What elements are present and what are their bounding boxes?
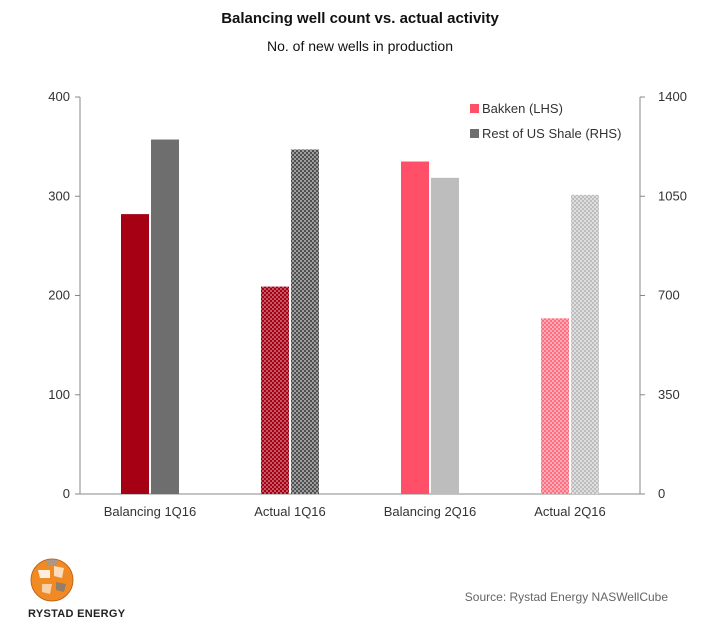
- y-tick-label-right: 1400: [658, 89, 687, 104]
- bars: [121, 139, 599, 495]
- legend: Bakken (LHS) Rest of US Shale (RHS): [470, 101, 621, 141]
- y-tick-label-left: 300: [48, 188, 70, 203]
- chart-title: Balancing well count vs. actual activity: [221, 10, 499, 27]
- legend-label: Rest of US Shale (RHS): [482, 126, 621, 141]
- x-tick-label: Actual 2Q16: [534, 504, 606, 519]
- y-tick-label-right: 700: [658, 288, 680, 303]
- y-tick-label-right: 350: [658, 387, 680, 402]
- rystad-logo: RYSTAD ENERGY: [28, 556, 128, 622]
- bar-rest-of-us-shale: [151, 139, 179, 495]
- logo-text: RYSTAD ENERGY: [28, 608, 126, 620]
- x-tick-label: Balancing 1Q16: [104, 504, 197, 519]
- y-tick-label-left: 400: [48, 89, 70, 104]
- bar-rest-of-us-shale: [291, 149, 319, 495]
- bar-rest-of-us-shale: [431, 177, 459, 494]
- source-note: Source: Rystad Energy NASWellCube: [464, 590, 668, 604]
- legend-swatch: [470, 129, 479, 138]
- legend-label: Bakken (LHS): [482, 101, 563, 116]
- bar-rest-of-us-shale: [571, 194, 599, 494]
- bar-bakken: [261, 286, 289, 494]
- y-tick-label-right: 1050: [658, 188, 687, 203]
- y-tick-label-right: 0: [658, 486, 665, 501]
- y-tick-label-left: 0: [63, 486, 70, 501]
- legend-swatch: [470, 104, 479, 113]
- bar-bakken: [121, 214, 149, 495]
- globe-icon: [30, 558, 74, 602]
- x-tick-label: Actual 1Q16: [254, 504, 326, 519]
- bar-bakken: [401, 161, 429, 494]
- bar-bakken: [541, 318, 569, 494]
- x-tick-label: Balancing 2Q16: [384, 504, 477, 519]
- chart-subtitle: No. of new wells in production: [267, 38, 453, 54]
- y-tick-label-left: 200: [48, 288, 70, 303]
- y-tick-label-left: 100: [48, 387, 70, 402]
